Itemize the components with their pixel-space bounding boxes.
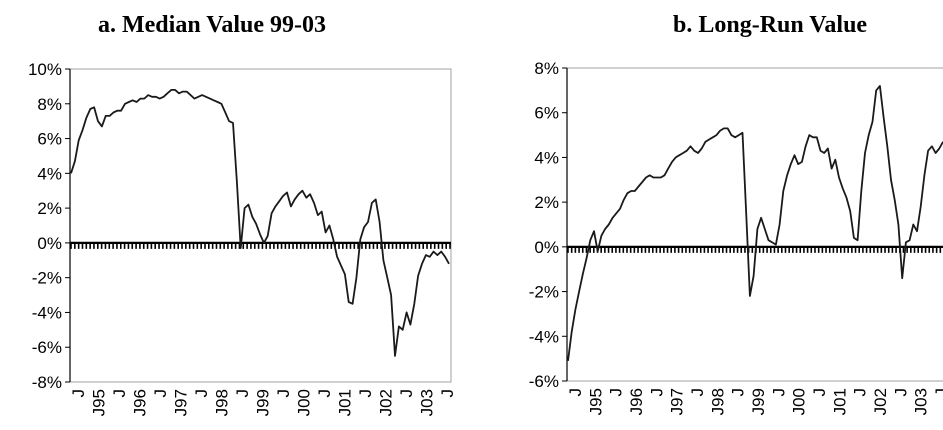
chart-b-x-tick-label: J <box>932 388 943 397</box>
chart-a-series-line <box>70 89 450 357</box>
chart-b-x-tick-label: J <box>566 388 585 397</box>
chart-a-x-tick-label: J <box>69 389 88 398</box>
chart-b-x-tick-label: J97 <box>668 388 687 415</box>
chart-b-x-tick-label: J99 <box>749 388 768 415</box>
chart-a-y-tick-label: 6% <box>37 130 62 149</box>
chart-a-x-tick-label: J02 <box>377 389 396 416</box>
chart-a-y-tick-label: -4% <box>32 303 62 322</box>
chart-a-x-tick-label: J95 <box>90 389 109 416</box>
chart-b-y-tick-label: 8% <box>534 59 559 78</box>
chart-a-x-tick-label: J <box>315 389 334 398</box>
chart-b-x-tick-label: J98 <box>708 388 727 415</box>
chart-b-x-tick-label: J01 <box>830 388 849 415</box>
chart-a-x-tick-label: J <box>192 389 211 398</box>
chart-b-x-tick-label: J03 <box>912 388 931 415</box>
chart-b-x-tick-label: J <box>647 388 666 397</box>
chart-a-x-tick-label: J <box>151 389 170 398</box>
chart-b-x-tick-label: J <box>607 388 626 397</box>
chart-a-x-tick-label: J <box>356 389 375 398</box>
chart-a-x-tick-label: J <box>397 389 416 398</box>
chart-a-x-tick-label: J99 <box>254 389 273 416</box>
chart-a-title: a. Median Value 99-03 <box>98 12 327 38</box>
chart-a-y-tick-label: 10% <box>28 60 62 79</box>
chart-a-x-tick-label: J00 <box>295 389 314 416</box>
chart-b-x-tick-label: J <box>769 388 788 397</box>
chart-b-x-tick-label: J <box>729 388 748 397</box>
chart-a-x-tick-label: J98 <box>213 389 232 416</box>
chart-b-title: b. Long-Run Value <box>673 12 868 38</box>
chart-b-y-tick-label: -4% <box>529 327 559 346</box>
chart-b-x-tick-label: J <box>688 388 707 397</box>
chart-a-x-tick-label: J97 <box>172 389 191 416</box>
chart-a-x-tick-label: J96 <box>131 389 150 416</box>
chart-b-x-tick-label: J <box>851 388 870 397</box>
chart-a-y-tick-label: 4% <box>37 164 62 183</box>
chart-a-x-tick-label: J <box>233 389 252 398</box>
chart-a-x-tick-label: J <box>110 389 129 398</box>
chart-a-y-tick-label: -8% <box>32 373 62 392</box>
chart-b-y-tick-label: 0% <box>534 238 559 257</box>
chart-b-x-tick-label: J00 <box>790 388 809 415</box>
chart-b-x-tick-label: J95 <box>586 388 605 415</box>
chart-b-plot-frame <box>566 67 943 382</box>
chart-a-y-tick-label: -2% <box>32 269 62 288</box>
chart-a-y-tick-label: 2% <box>37 199 62 218</box>
chart-a-y-tick-label: 0% <box>37 234 62 253</box>
chart-b-x-tick-label: J02 <box>871 388 890 415</box>
chart-a-x-tick-label: J03 <box>418 389 437 416</box>
chart-b-x-tick-label: J <box>891 388 910 397</box>
chart-b-series-line <box>567 85 943 362</box>
chart-b-y-tick-label: -2% <box>529 283 559 302</box>
chart-b-y-tick-label: 6% <box>534 104 559 123</box>
chart-a-y-tick-label: -6% <box>32 338 62 357</box>
chart-a-x-tick-label: J01 <box>336 389 355 416</box>
chart-b-y-tick-label: 4% <box>534 148 559 167</box>
chart-b-y-tick-label: -6% <box>529 372 559 391</box>
chart-b-x-tick-label: J96 <box>627 388 646 415</box>
chart-b-x-tick-label: J <box>810 388 829 397</box>
chart-a-x-tick-label: J <box>438 389 457 398</box>
chart-a-y-tick-label: 8% <box>37 95 62 114</box>
chart-b-y-tick-label: 2% <box>534 193 559 212</box>
chart-a-x-tick-label: J <box>274 389 293 398</box>
